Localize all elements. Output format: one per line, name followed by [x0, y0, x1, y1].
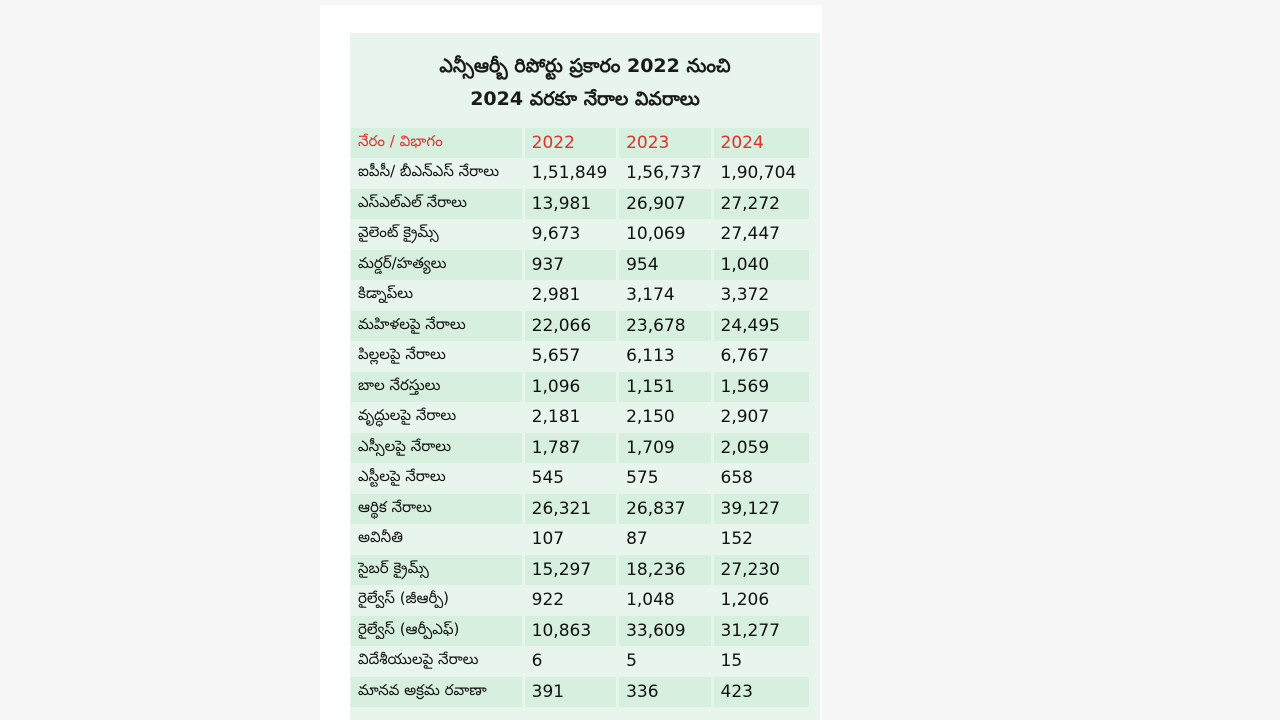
table-cell: ఐపీసీ/ బీఎన్ఎస్ నేరాలు — [351, 158, 522, 188]
table-cell: 658 — [713, 463, 809, 493]
table-cell: నేరం / విభాగం — [351, 128, 522, 158]
table-row: వైలెంట్ క్రైమ్స్ 9,673 10,069 27,447 — [351, 219, 809, 249]
table-cell: 1,51,849 — [524, 158, 617, 188]
table-cell: 391 — [524, 677, 617, 707]
table-cell: 24,495 — [713, 311, 809, 341]
table-cell: మహిళలపై నేరాలు — [351, 311, 522, 341]
table-cell: 6 — [524, 646, 617, 676]
table-cell: ఎస్సీలపై నేరాలు — [351, 433, 522, 463]
table-cell: 27,272 — [713, 189, 809, 219]
table-cell: 18,236 — [619, 555, 711, 585]
table-row: విదేశీయులపై నేరాలు 6 5 15 — [351, 646, 809, 676]
table-cell: 954 — [619, 250, 711, 280]
table-cell: 26,907 — [619, 189, 711, 219]
table-cell: 423 — [713, 677, 809, 707]
table-row: రైల్వేస్ (ఆర్పీఎఫ్) 10,863 33,609 31,277 — [351, 616, 809, 646]
title-line: 2024 వరకూ నేరాల వివరాలు — [470, 88, 700, 110]
table-cell: 26,837 — [619, 494, 711, 524]
crime-table: నేరం / విభాగం 2022 2023 2024 ఐపీసీ/ బీఎన్ఎస్… — [348, 127, 812, 708]
table-row: నేరం / విభాగం 2022 2023 2024 — [351, 128, 809, 158]
table-cell: 2,981 — [524, 280, 617, 310]
table-cell: పిల్లలపై నేరాలు — [351, 341, 522, 371]
table-row: మహిళలపై నేరాలు 22,066 23,678 24,495 — [351, 311, 809, 341]
table-cell: 1,787 — [524, 433, 617, 463]
table-cell: 2023 — [619, 128, 711, 158]
table-cell: కిడ్నాప్‌లు — [351, 280, 522, 310]
table-cell: 2,059 — [713, 433, 809, 463]
table-cell: మర్డర్/హత్యలు — [351, 250, 522, 280]
table-cell: 1,048 — [619, 585, 711, 615]
table-cell: వృద్ధులపై నేరాలు — [351, 402, 522, 432]
table-row: ఎస్టీలపై నేరాలు 545 575 658 — [351, 463, 809, 493]
table-cell: 27,447 — [713, 219, 809, 249]
table-cell: 575 — [619, 463, 711, 493]
table-cell: ఆర్థిక నేరాలు — [351, 494, 522, 524]
table-cell: 9,673 — [524, 219, 617, 249]
table-row: ఎస్సీలపై నేరాలు 1,787 1,709 2,059 — [351, 433, 809, 463]
table-cell: 26,321 — [524, 494, 617, 524]
table-cell: రైల్వేస్ (జీఆర్పీ) — [351, 585, 522, 615]
table-cell: 15 — [713, 646, 809, 676]
table-cell: 33,609 — [619, 616, 711, 646]
table-row: ఆర్థిక నేరాలు 26,321 26,837 39,127 — [351, 494, 809, 524]
table-cell: 2,907 — [713, 402, 809, 432]
table-cell: మానవ అక్రమ రవాణా — [351, 677, 522, 707]
table-cell: 1,151 — [619, 372, 711, 402]
table-cell: వైలెంట్ క్రైమ్స్ — [351, 219, 522, 249]
table-cell: ఎస్ఎల్ఎల్ నేరాలు — [351, 189, 522, 219]
table-row: వృద్ధులపై నేరాలు 2,181 2,150 2,907 — [351, 402, 809, 432]
table-cell: బాల నేరస్తులు — [351, 372, 522, 402]
table-cell: 152 — [713, 524, 809, 554]
table-cell: 10,069 — [619, 219, 711, 249]
table-cell: 31,277 — [713, 616, 809, 646]
table-cell: 1,040 — [713, 250, 809, 280]
table-cell: 1,096 — [524, 372, 617, 402]
table-cell: 1,206 — [713, 585, 809, 615]
table-cell: 3,372 — [713, 280, 809, 310]
table-cell: 545 — [524, 463, 617, 493]
table-row: మానవ అక్రమ రవాణా 391 336 423 — [351, 677, 809, 707]
table-cell: 2,181 — [524, 402, 617, 432]
table-cell: 3,174 — [619, 280, 711, 310]
table-cell: రైల్వేస్ (ఆర్పీఎఫ్) — [351, 616, 522, 646]
table-cell: 5 — [619, 646, 711, 676]
table-row: మర్డర్/హత్యలు 937 954 1,040 — [351, 250, 809, 280]
table-cell: 2022 — [524, 128, 617, 158]
table-row: ఐపీసీ/ బీఎన్ఎస్ నేరాలు 1,51,849 1,56,737 1,… — [351, 158, 809, 188]
table-row: బాల నేరస్తులు 1,096 1,151 1,569 — [351, 372, 809, 402]
table-cell: 39,127 — [713, 494, 809, 524]
table-row: రైల్వేస్ (జీఆర్పీ) 922 1,048 1,206 — [351, 585, 809, 615]
table-cell: ఎస్టీలపై నేరాలు — [351, 463, 522, 493]
table-row: అవినీతి 107 87 152 — [351, 524, 809, 554]
table-row: పిల్లలపై నేరాలు 5,657 6,113 6,767 — [351, 341, 809, 371]
table-cell: 922 — [524, 585, 617, 615]
table-row: ఎస్ఎల్ఎల్ నేరాలు 13,981 26,907 27,272 — [351, 189, 809, 219]
table-cell: 1,90,704 — [713, 158, 809, 188]
table-cell: 937 — [524, 250, 617, 280]
table-cell: 6,113 — [619, 341, 711, 371]
table-cell: 87 — [619, 524, 711, 554]
table-cell: 10,863 — [524, 616, 617, 646]
table-cell: 13,981 — [524, 189, 617, 219]
table-cell: 27,230 — [713, 555, 809, 585]
table-cell: 23,678 — [619, 311, 711, 341]
table-cell: 22,066 — [524, 311, 617, 341]
table-cell: 1,56,737 — [619, 158, 711, 188]
table-cell: విదేశీయులపై నేరాలు — [351, 646, 522, 676]
table-cell: 107 — [524, 524, 617, 554]
table-cell: 2,150 — [619, 402, 711, 432]
table-row: కిడ్నాప్‌లు 2,981 3,174 3,372 — [351, 280, 809, 310]
table-cell: అవినీతి — [351, 524, 522, 554]
title-line: ఎన్సీఆర్బీ రిపోర్టు ప్రకారం 2022 నుంచి — [439, 55, 731, 77]
table-cell: 336 — [619, 677, 711, 707]
table-cell: 1,709 — [619, 433, 711, 463]
table-cell: సైబర్ క్రైమ్స్ — [351, 555, 522, 585]
table-cell: 15,297 — [524, 555, 617, 585]
table-cell: 1,569 — [713, 372, 809, 402]
table-row: సైబర్ క్రైమ్స్ 15,297 18,236 27,230 — [351, 555, 809, 585]
table-cell: 2024 — [713, 128, 809, 158]
table-cell: 5,657 — [524, 341, 617, 371]
table-cell: 6,767 — [713, 341, 809, 371]
